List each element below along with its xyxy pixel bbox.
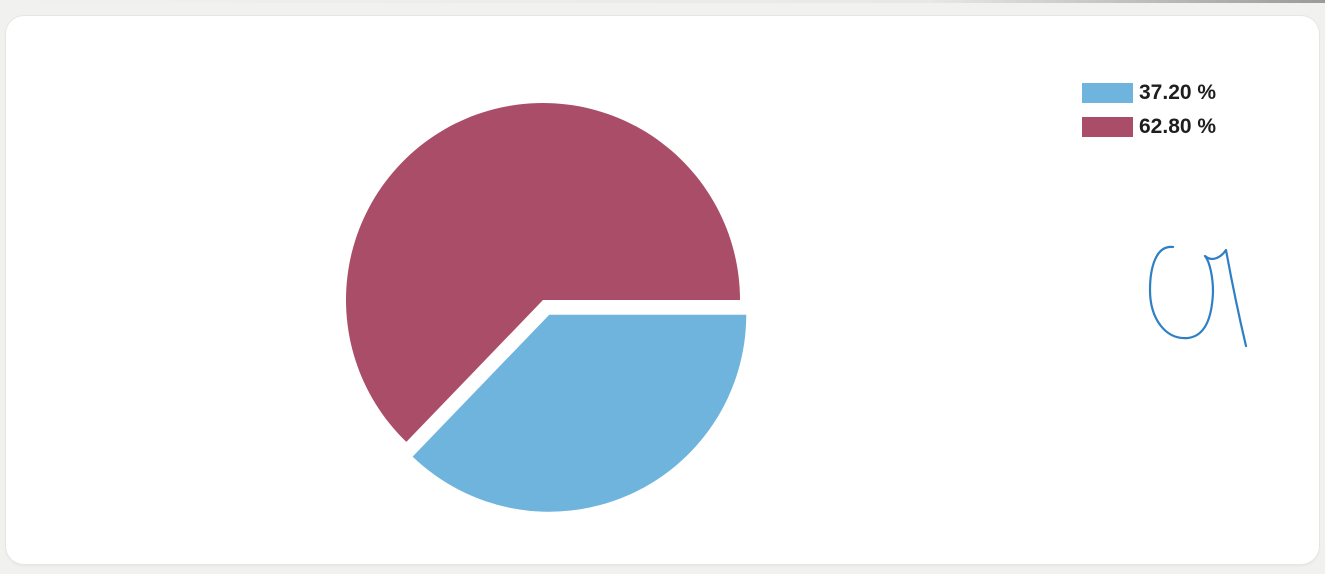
handwritten-mark: [1148, 245, 1248, 348]
pie-slices: [346, 102, 747, 512]
legend-swatch: [1082, 117, 1133, 137]
legend: 37.20 % 62.80 %: [1082, 76, 1216, 144]
legend-label: 37.20 %: [1139, 81, 1217, 104]
pie-slice: [412, 314, 747, 512]
scan-top-edge: [0, 0, 1325, 3]
legend-swatch: [1082, 83, 1133, 103]
legend-item: 62.80 %: [1082, 110, 1216, 144]
legend-label: 62.80 %: [1139, 115, 1217, 138]
legend-item: 37.20 %: [1082, 76, 1216, 110]
pie-slice: [346, 102, 740, 442]
